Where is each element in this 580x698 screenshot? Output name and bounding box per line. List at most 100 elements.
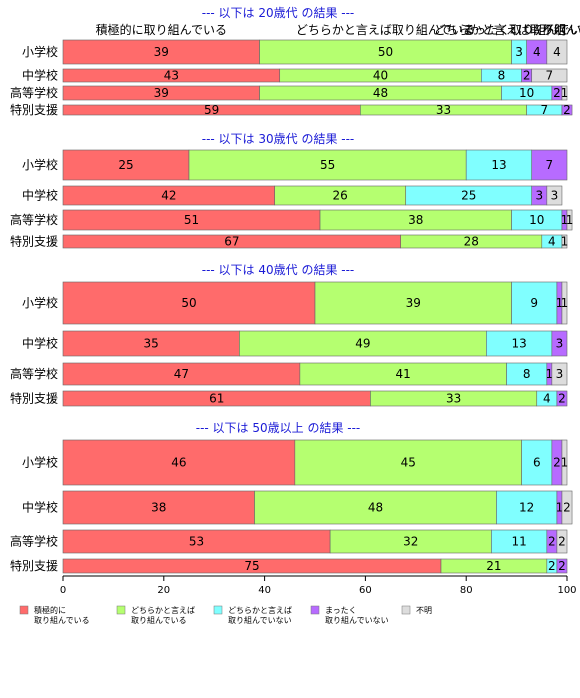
x-tick-label-0: 0 [60, 585, 66, 596]
data-label-3-3-0: 75 [244, 559, 259, 573]
group-title-3: --- 以下は 50歳以上 の結果 --- [196, 421, 361, 435]
row-label-0-0: 小学校 [22, 44, 58, 59]
row-label-3-3: 特別支援 [10, 558, 58, 573]
data-label-0-3-1: 33 [436, 103, 451, 117]
data-label-3-0-1: 45 [401, 456, 416, 470]
row-label-1-0: 小学校 [22, 157, 58, 172]
data-label-0-2-3: 2 [553, 86, 561, 100]
data-label-1-2-4: 1 [566, 213, 574, 227]
x-tick-label-5: 100 [557, 585, 576, 596]
group-title-2: --- 以下は 40歳代 の結果 --- [202, 263, 355, 277]
data-label-3-3-1: 21 [486, 559, 501, 573]
bar-segment-2-0-1 [314, 281, 512, 325]
bar-segment-1-0-2 [465, 149, 533, 181]
data-label-1-1-3: 3 [535, 189, 543, 203]
data-label-3-3-2: 2 [548, 559, 556, 573]
row-label-3-1: 中学校 [22, 500, 58, 515]
data-label-3-0-2: 6 [533, 456, 541, 470]
legend-label-0-b: 取り組んでいる [34, 615, 90, 625]
data-label-2-2-0: 47 [174, 367, 189, 381]
bar-segment-3-3-3 [556, 558, 568, 574]
column-header-1: どちらかと言えば取り組んでいる [296, 23, 475, 37]
data-label-2-2-4: 3 [556, 367, 564, 381]
legend-swatch-0 [19, 605, 29, 615]
legend-swatch-2 [213, 605, 223, 615]
bar-segment-2-3-3 [556, 390, 568, 407]
row-label-0-2: 高等学校 [10, 85, 58, 100]
bar-segment-2-0-0 [62, 281, 316, 325]
x-tick-label-3: 60 [359, 585, 372, 596]
data-label-0-1-1: 40 [373, 69, 388, 83]
data-label-1-1-4: 3 [551, 189, 559, 203]
bar-segment-3-2-4 [556, 529, 568, 554]
row-label-2-3: 特別支援 [10, 391, 58, 406]
legend-label-1-b: 取り組んでいる [131, 615, 187, 625]
data-label-2-3-0: 61 [209, 392, 224, 406]
data-label-1-1-1: 26 [333, 189, 348, 203]
data-label-3-1-1: 48 [368, 501, 383, 515]
data-label-0-0-0: 39 [154, 45, 169, 59]
bar-segment-3-1-2 [496, 490, 558, 525]
bar-segment-1-3-4 [561, 234, 568, 249]
data-label-1-0-3: 7 [546, 158, 554, 172]
data-label-1-3-2: 4 [548, 235, 556, 249]
data-label-2-2-2: 8 [523, 367, 531, 381]
data-label-2-0-3: 1 [556, 296, 564, 310]
data-label-0-1-4: 7 [546, 69, 554, 83]
data-label-2-1-2: 13 [511, 337, 526, 351]
data-label-2-3-3: 2 [558, 392, 566, 406]
data-label-2-0-4: 1 [561, 296, 569, 310]
data-label-2-1-0: 35 [144, 337, 159, 351]
data-label-0-2-2: 10 [519, 86, 534, 100]
bar-segment-0-0-4 [546, 39, 568, 65]
data-label-3-0-3: 2 [553, 456, 561, 470]
bar-segment-3-0-4 [561, 439, 568, 486]
legend-swatch-1 [116, 605, 126, 615]
x-tick-label-4: 80 [460, 585, 473, 596]
group-title-0: --- 以下は 20歳代 の結果 --- [202, 6, 355, 20]
bar-segment-1-0-3 [531, 149, 568, 181]
data-label-0-2-1: 48 [373, 86, 388, 100]
data-label-3-2-1: 32 [403, 535, 418, 549]
row-label-1-1: 中学校 [22, 188, 58, 203]
bar-segment-2-1-3 [551, 330, 568, 357]
row-label-1-3: 特別支援 [10, 234, 58, 249]
bar-segment-1-0-1 [188, 149, 467, 181]
data-label-1-2-1: 38 [408, 213, 423, 227]
row-label-2-1: 中学校 [22, 336, 58, 351]
data-label-2-0-0: 50 [181, 296, 196, 310]
data-label-3-0-4: 1 [561, 456, 569, 470]
data-label-1-1-2: 25 [461, 189, 476, 203]
bar-segment-3-1-4 [561, 490, 573, 525]
bar-segment-3-1-1 [254, 490, 497, 525]
data-label-0-3-0: 59 [204, 103, 219, 117]
legend-label-2-b: 取り組んでいない [228, 615, 292, 625]
data-label-1-2-2: 10 [529, 213, 544, 227]
data-label-2-1-3: 3 [556, 337, 564, 351]
legend-label-2-a: どちらかと言えば [228, 605, 292, 615]
data-label-1-3-0: 67 [224, 235, 239, 249]
legend-label-3-a: まったく [325, 606, 357, 615]
data-label-0-0-4: 4 [553, 45, 561, 59]
row-label-1-2: 高等学校 [10, 212, 58, 227]
row-label-3-2: 高等学校 [10, 534, 58, 549]
bar-segment-0-0-0 [62, 39, 260, 65]
x-tick-label-1: 20 [157, 585, 170, 596]
data-label-0-3-3: 2 [563, 103, 571, 117]
row-label-3-0: 小学校 [22, 455, 58, 470]
data-label-1-2-3: 1 [561, 213, 569, 227]
bar-segment-3-0-2 [521, 439, 553, 486]
data-label-1-0-0: 25 [118, 158, 133, 172]
data-label-3-1-0: 38 [151, 501, 166, 515]
data-label-0-0-1: 50 [378, 45, 393, 59]
data-label-0-2-4: 1 [561, 86, 569, 100]
data-label-2-3-2: 4 [543, 392, 551, 406]
bar-segment-1-0-0 [62, 149, 190, 181]
data-label-3-1-2: 12 [519, 501, 534, 515]
bar-segment-2-2-4 [551, 362, 568, 386]
data-label-0-2-0: 39 [154, 86, 169, 100]
data-label-2-3-1: 33 [446, 392, 461, 406]
bar-segment-2-1-0 [62, 330, 240, 357]
